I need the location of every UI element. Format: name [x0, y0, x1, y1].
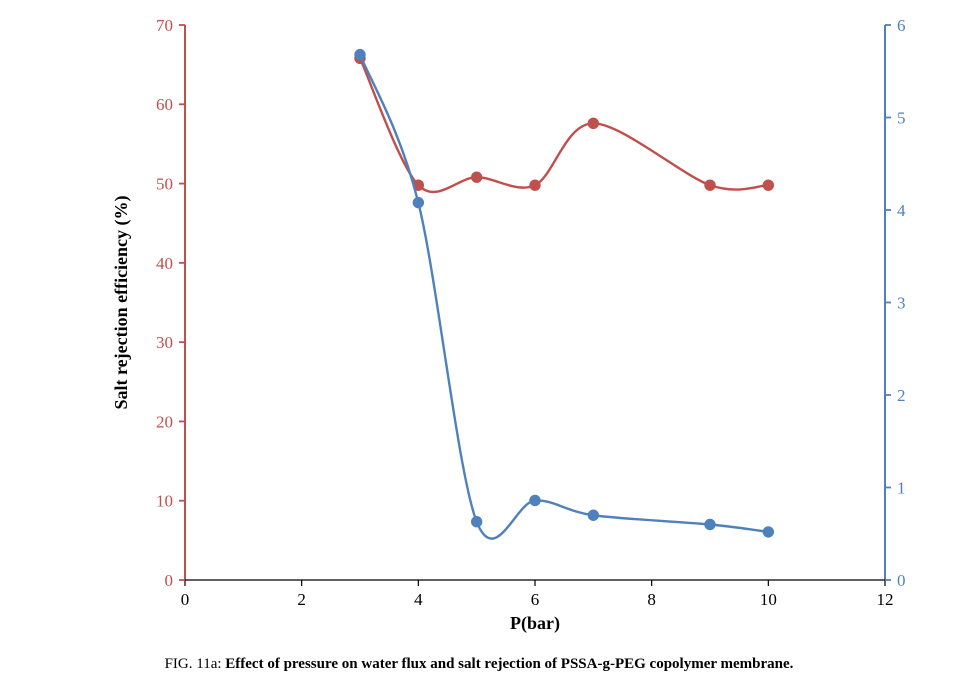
caption-prefix: FIG. 11a: — [165, 656, 226, 672]
x-tick-label: 4 — [414, 590, 423, 609]
series-marker-water-flux — [763, 527, 773, 537]
x-axis-title: P(bar) — [510, 613, 560, 634]
x-tick-label: 10 — [760, 590, 777, 609]
dual-axis-line-chart: 024681012P(bar)010203040506070Salt rejec… — [0, 0, 958, 697]
x-tick-label: 0 — [181, 590, 190, 609]
y-left-tick-label: 10 — [156, 492, 173, 511]
y-left-tick-label: 30 — [156, 333, 173, 352]
y-left-tick-label: 20 — [156, 412, 173, 431]
series-marker-salt-rejection — [471, 172, 481, 182]
series-marker-water-flux — [588, 510, 598, 520]
y-right-tick-label: 0 — [897, 571, 906, 590]
y-left-tick-label: 40 — [156, 254, 173, 273]
y-right-tick-label: 5 — [897, 108, 906, 127]
y-left-tick-label: 50 — [156, 175, 173, 194]
series-marker-salt-rejection — [588, 118, 598, 128]
series-marker-salt-rejection — [705, 180, 715, 190]
x-tick-label: 6 — [531, 590, 540, 609]
y-left-tick-label: 0 — [165, 571, 174, 590]
series-marker-water-flux — [530, 495, 540, 505]
y-right-tick-label: 2 — [897, 386, 906, 405]
figure-caption: FIG. 11a: Effect of pressure on water fl… — [0, 656, 958, 673]
y-right-tick-label: 4 — [897, 201, 906, 220]
caption-text: Effect of pressure on water flux and sal… — [225, 656, 793, 672]
y-right-tick-label: 6 — [897, 16, 906, 35]
x-tick-label: 12 — [877, 590, 894, 609]
y-right-tick-label: 3 — [897, 293, 906, 312]
y-left-axis-title: Salt rejection efficiency (%) — [111, 195, 132, 409]
y-left-tick-label: 60 — [156, 95, 173, 114]
series-marker-water-flux — [355, 49, 365, 59]
series-marker-water-flux — [705, 519, 715, 529]
x-tick-label: 2 — [297, 590, 306, 609]
series-marker-salt-rejection — [530, 180, 540, 190]
y-right-tick-label: 1 — [897, 478, 906, 497]
y-left-tick-label: 70 — [156, 16, 173, 35]
series-marker-salt-rejection — [763, 180, 773, 190]
series-marker-water-flux — [413, 197, 423, 207]
x-tick-label: 8 — [647, 590, 656, 609]
series-marker-water-flux — [471, 517, 481, 527]
